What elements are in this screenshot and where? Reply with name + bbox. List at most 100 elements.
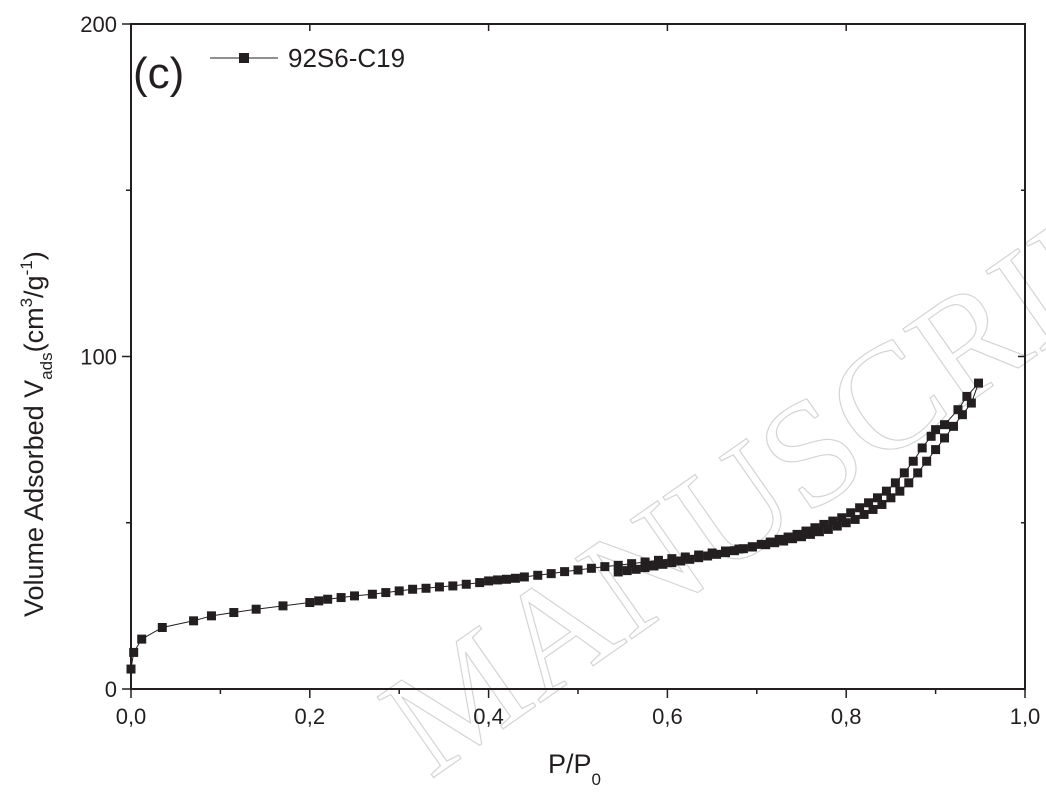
- data-point: [694, 553, 704, 563]
- data-point: [533, 570, 543, 580]
- data-point: [305, 598, 315, 608]
- data-point: [721, 548, 731, 558]
- data-point: [278, 601, 288, 611]
- data-point: [622, 566, 632, 576]
- data-point: [394, 586, 404, 596]
- data-point: [855, 503, 865, 513]
- data-point: [573, 565, 583, 575]
- data-point: [350, 591, 359, 601]
- data-point: [832, 521, 842, 531]
- data-point: [801, 526, 811, 536]
- x-tick-label: 0,8: [831, 704, 862, 729]
- data-point: [877, 499, 887, 509]
- x-axis-title: P/P0: [548, 749, 601, 789]
- y-axis-title-unit-open: (cm: [19, 307, 49, 352]
- data-point: [206, 611, 216, 621]
- data-point: [658, 559, 668, 569]
- data-point: [926, 431, 936, 441]
- x-axis-title-main: P/P: [548, 749, 592, 779]
- x-axis-title-sub: 0: [592, 770, 601, 789]
- data-point: [685, 554, 695, 564]
- data-point: [953, 405, 963, 415]
- y-tick-label: 100: [80, 345, 117, 370]
- y-axis-title-unit-mid: /g: [19, 275, 49, 298]
- y-axis-title-unit-sup2: -1: [17, 260, 36, 275]
- data-point: [890, 478, 900, 488]
- data-point: [484, 576, 494, 586]
- data-point: [519, 572, 529, 582]
- y-axis-title-unit-close: ): [19, 251, 49, 260]
- data-point: [157, 622, 167, 632]
- data-point: [189, 616, 199, 626]
- data-point: [251, 604, 261, 614]
- axis-tick-labels: 0,0 0,2 0,4 0,6 0,8 1,0 0 100 200: [80, 12, 1040, 729]
- data-point: [560, 567, 570, 577]
- data-point: [765, 537, 775, 547]
- data-point: [872, 493, 882, 503]
- data-point: [917, 443, 927, 453]
- data-point: [129, 647, 139, 657]
- series-markers: [126, 378, 984, 674]
- data-point: [881, 486, 891, 496]
- data-point: [908, 456, 918, 466]
- data-point: [810, 523, 820, 533]
- data-point: [846, 508, 856, 518]
- data-point: [126, 664, 136, 674]
- data-point: [631, 564, 641, 574]
- data-point: [886, 493, 896, 503]
- data-point: [712, 549, 722, 559]
- data-point: [137, 634, 147, 644]
- panel-label: (c): [133, 49, 184, 98]
- watermark-text: MANUSCRIPT: [354, 116, 1046, 794]
- data-point: [613, 560, 623, 570]
- data-point: [640, 563, 650, 573]
- data-point: [421, 583, 431, 593]
- data-point: [586, 563, 596, 573]
- data-point: [676, 556, 686, 566]
- data-point: [962, 391, 972, 401]
- data-point: [367, 589, 377, 599]
- data-point: [756, 539, 766, 549]
- data-point: [314, 596, 324, 606]
- y-axis-title-sub: ads: [37, 352, 56, 379]
- data-point: [381, 588, 391, 598]
- data-point: [931, 445, 941, 455]
- y-tick-label: 200: [80, 12, 117, 37]
- data-point: [510, 573, 520, 583]
- legend-series-name: 92S6-C19: [288, 43, 405, 73]
- data-point: [667, 558, 677, 568]
- data-point: [837, 513, 847, 523]
- data-point: [864, 498, 874, 508]
- x-tick-label: 0,2: [295, 704, 326, 729]
- data-point: [904, 478, 914, 488]
- y-tick-label: 0: [105, 677, 117, 702]
- axis-ticks: [122, 23, 1026, 698]
- data-point: [868, 504, 878, 514]
- x-tick-label: 0,0: [116, 704, 147, 729]
- data-point: [823, 524, 833, 534]
- legend-marker: [239, 53, 249, 63]
- data-point: [774, 534, 784, 544]
- data-point: [613, 567, 623, 577]
- data-point: [501, 574, 511, 584]
- data-point: [859, 509, 869, 519]
- data-point: [640, 557, 650, 567]
- data-point: [966, 398, 976, 408]
- y-axis-title: Volume Adsorbed Vads(cm3/g-1): [17, 251, 56, 617]
- y-axis-title-main: Volume Adsorbed V: [19, 380, 49, 617]
- data-point: [948, 421, 958, 431]
- x-tick-label: 1,0: [1010, 704, 1041, 729]
- data-point: [841, 518, 851, 528]
- data-point: [323, 594, 333, 604]
- x-tick-label: 0,6: [652, 704, 683, 729]
- data-point: [940, 420, 950, 430]
- data-point: [895, 486, 905, 496]
- data-point: [913, 468, 923, 478]
- data-point: [408, 584, 418, 594]
- data-point: [792, 529, 802, 539]
- data-point: [747, 542, 757, 552]
- data-point: [922, 456, 932, 466]
- data-point: [434, 582, 444, 592]
- data-point: [899, 468, 909, 478]
- data-point: [649, 561, 659, 571]
